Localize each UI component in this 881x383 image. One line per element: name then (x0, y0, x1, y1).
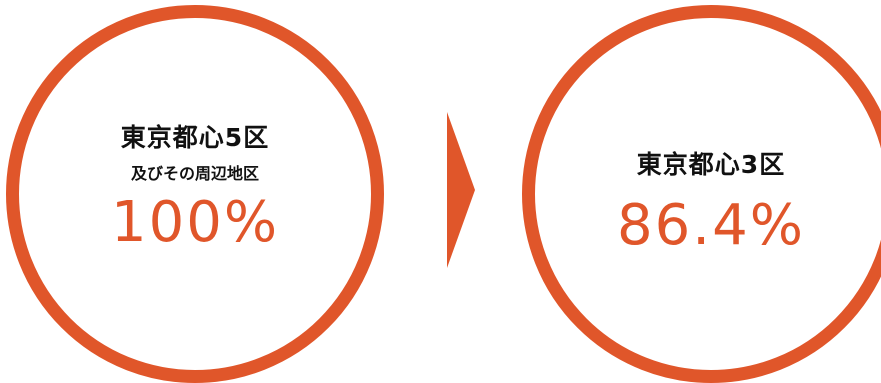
arrow-right-icon (447, 112, 475, 268)
right-percentage: 86.4% (617, 193, 805, 258)
right-title: 東京都心3区 (636, 150, 786, 179)
left-circle: 東京都心5区 及びその周辺地区 100% (6, 5, 384, 383)
left-title: 東京都心5区 (120, 123, 270, 152)
left-percentage: 100% (110, 190, 280, 255)
right-circle-content: 東京都心3区 86.4% (535, 148, 881, 258)
left-circle-content: 東京都心5区 及びその周辺地区 100% (19, 121, 371, 255)
left-subtitle: 及びその周辺地区 (130, 164, 259, 183)
right-circle: 東京都心3区 86.4% (522, 5, 881, 383)
